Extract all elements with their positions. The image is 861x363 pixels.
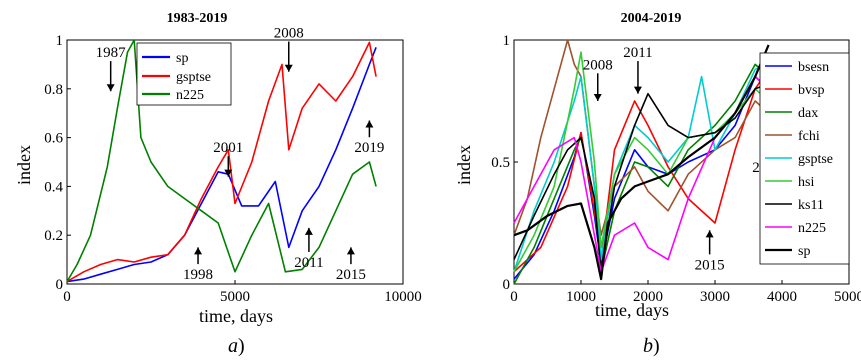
legend-a-label-sp: sp — [176, 51, 188, 66]
panel-b: 2004-2019 0 1000 2000 3000 4000 5000 0 0.5 1 200… — [454, 11, 861, 357]
panel-b-annotation-label: 2015 — [695, 257, 725, 273]
panel-b-series-bsesn — [513, 75, 770, 280]
panel-a-annotation-arrowhead — [346, 247, 355, 255]
panel-b-xtick-label: 3000 — [700, 289, 730, 305]
panel-a-series-gsptse — [66, 41, 377, 283]
panel-a-ytick-label: 0.2 — [44, 228, 63, 244]
panel-a-xtick-label: 0 — [63, 289, 71, 305]
panel-b-xtick-label: 1000 — [566, 289, 596, 305]
panel-b-annotation-arrowhead — [593, 94, 602, 101]
panel-a-legend: sp gsptse n225 — [136, 42, 232, 106]
panel-a-annotation-arrowhead — [304, 227, 313, 235]
legend-b-label-ks11: ks11 — [798, 198, 824, 213]
panel-a-title: 1983-2019 — [167, 11, 228, 26]
panel-b-ylabel: index — [454, 145, 474, 185]
legend-b-label-hsi: hsi — [798, 175, 814, 190]
legend-b-label-fchi: fchi — [798, 129, 820, 144]
panel-a-annotation-arrowhead — [224, 169, 233, 177]
panel-a-ylabel: index — [14, 145, 34, 185]
panel-a-ytick-label: 1 — [56, 33, 64, 49]
panel-a-annotations: 1987 2008 2001 2019 1998 2011 2015 — [96, 26, 385, 284]
panel-b-label-paren: ) — [653, 335, 660, 357]
panel-a-ytick-label: 0.4 — [44, 179, 63, 195]
panel-b-xtick-label: 4000 — [767, 289, 797, 305]
panel-a-xtick-label: 5000 — [220, 289, 250, 305]
panel-a: 1983-2019 0 5000 10000 0 0.2 0.4 0.6 0.8 1 1987 2… — [14, 11, 422, 357]
panel-b-annotation-arrowhead — [633, 86, 642, 94]
panel-a-xlabel: time, days — [199, 306, 273, 326]
panel-b-ytick-label: 0 — [503, 277, 511, 293]
panel-b-ticks: 0 1000 2000 3000 4000 5000 0 0.5 1 — [491, 33, 861, 305]
panel-a-ytick-label: 0 — [56, 277, 64, 293]
legend-b-label-gsptse: gsptse — [798, 152, 833, 167]
panel-b-annotation-arrowhead — [705, 230, 714, 238]
panel-b-annotation-label: 2008 — [583, 57, 613, 73]
panel-b-xtick-label: 2000 — [633, 289, 663, 305]
panel-a-ytick-label: 0.6 — [44, 131, 63, 147]
panel-b-series-sp — [513, 44, 770, 281]
panel-a-ticks: 0 5000 10000 0 0.2 0.4 0.6 0.8 1 — [44, 33, 422, 305]
panel-b-series-bvsp — [513, 68, 770, 273]
panel-a-annotation-label: 2011 — [294, 255, 323, 271]
panel-a-annotation-label: 1987 — [96, 45, 127, 61]
panel-b-series-lines — [513, 39, 770, 285]
panel-a-annotation-arrowhead — [284, 64, 293, 72]
legend-b-label-bsesn: bsesn — [798, 60, 829, 75]
panel-a-annotation-label: 2019 — [354, 140, 384, 156]
panel-a-annotation-arrowhead — [194, 247, 203, 255]
panel-a-ytick-label: 0.8 — [44, 82, 63, 98]
panel-a-label: a — [228, 335, 238, 357]
panel-b-title: 2004-2019 — [621, 11, 682, 26]
panel-b-ytick-label: 0.5 — [491, 155, 510, 171]
legend-a-label-gsptse: gsptse — [176, 70, 211, 85]
panel-a-annotation-arrowhead — [106, 84, 115, 92]
legend-b-label-dax: dax — [798, 106, 818, 121]
panel-a-annotation-label: 1998 — [183, 267, 213, 283]
panel-a-label-paren: ) — [238, 335, 245, 357]
panel-a-annotation-label: 2001 — [213, 140, 243, 156]
panel-b-legend: bsesn bvsp dax fchi gsptse hsi ks11 n225 sp — [759, 52, 850, 265]
panel-b-series-dax — [513, 63, 770, 285]
legend-b-label-sp: sp — [798, 244, 810, 259]
legend-b-label-n225: n225 — [798, 221, 826, 236]
panel-b-xlabel: time, days — [595, 300, 669, 320]
panel-b-xtick-label: 0 — [510, 289, 518, 305]
panel-b-xtick-label: 5000 — [834, 289, 861, 305]
panel-a-series-n225 — [66, 39, 377, 283]
panel-a-annotation-label: 2015 — [336, 267, 366, 283]
panel-a-xtick-label: 10000 — [384, 289, 422, 305]
panel-a-annotation-arrowhead — [365, 120, 374, 128]
legend-b-label-bvsp: bvsp — [798, 83, 824, 98]
panel-b-label: b — [643, 335, 653, 357]
legend-a-label-n225: n225 — [176, 88, 204, 103]
panel-b-ytick-label: 1 — [503, 33, 511, 49]
panel-a-annotation-label: 2008 — [274, 26, 304, 42]
panel-b-annotation-label: 2011 — [623, 45, 652, 61]
